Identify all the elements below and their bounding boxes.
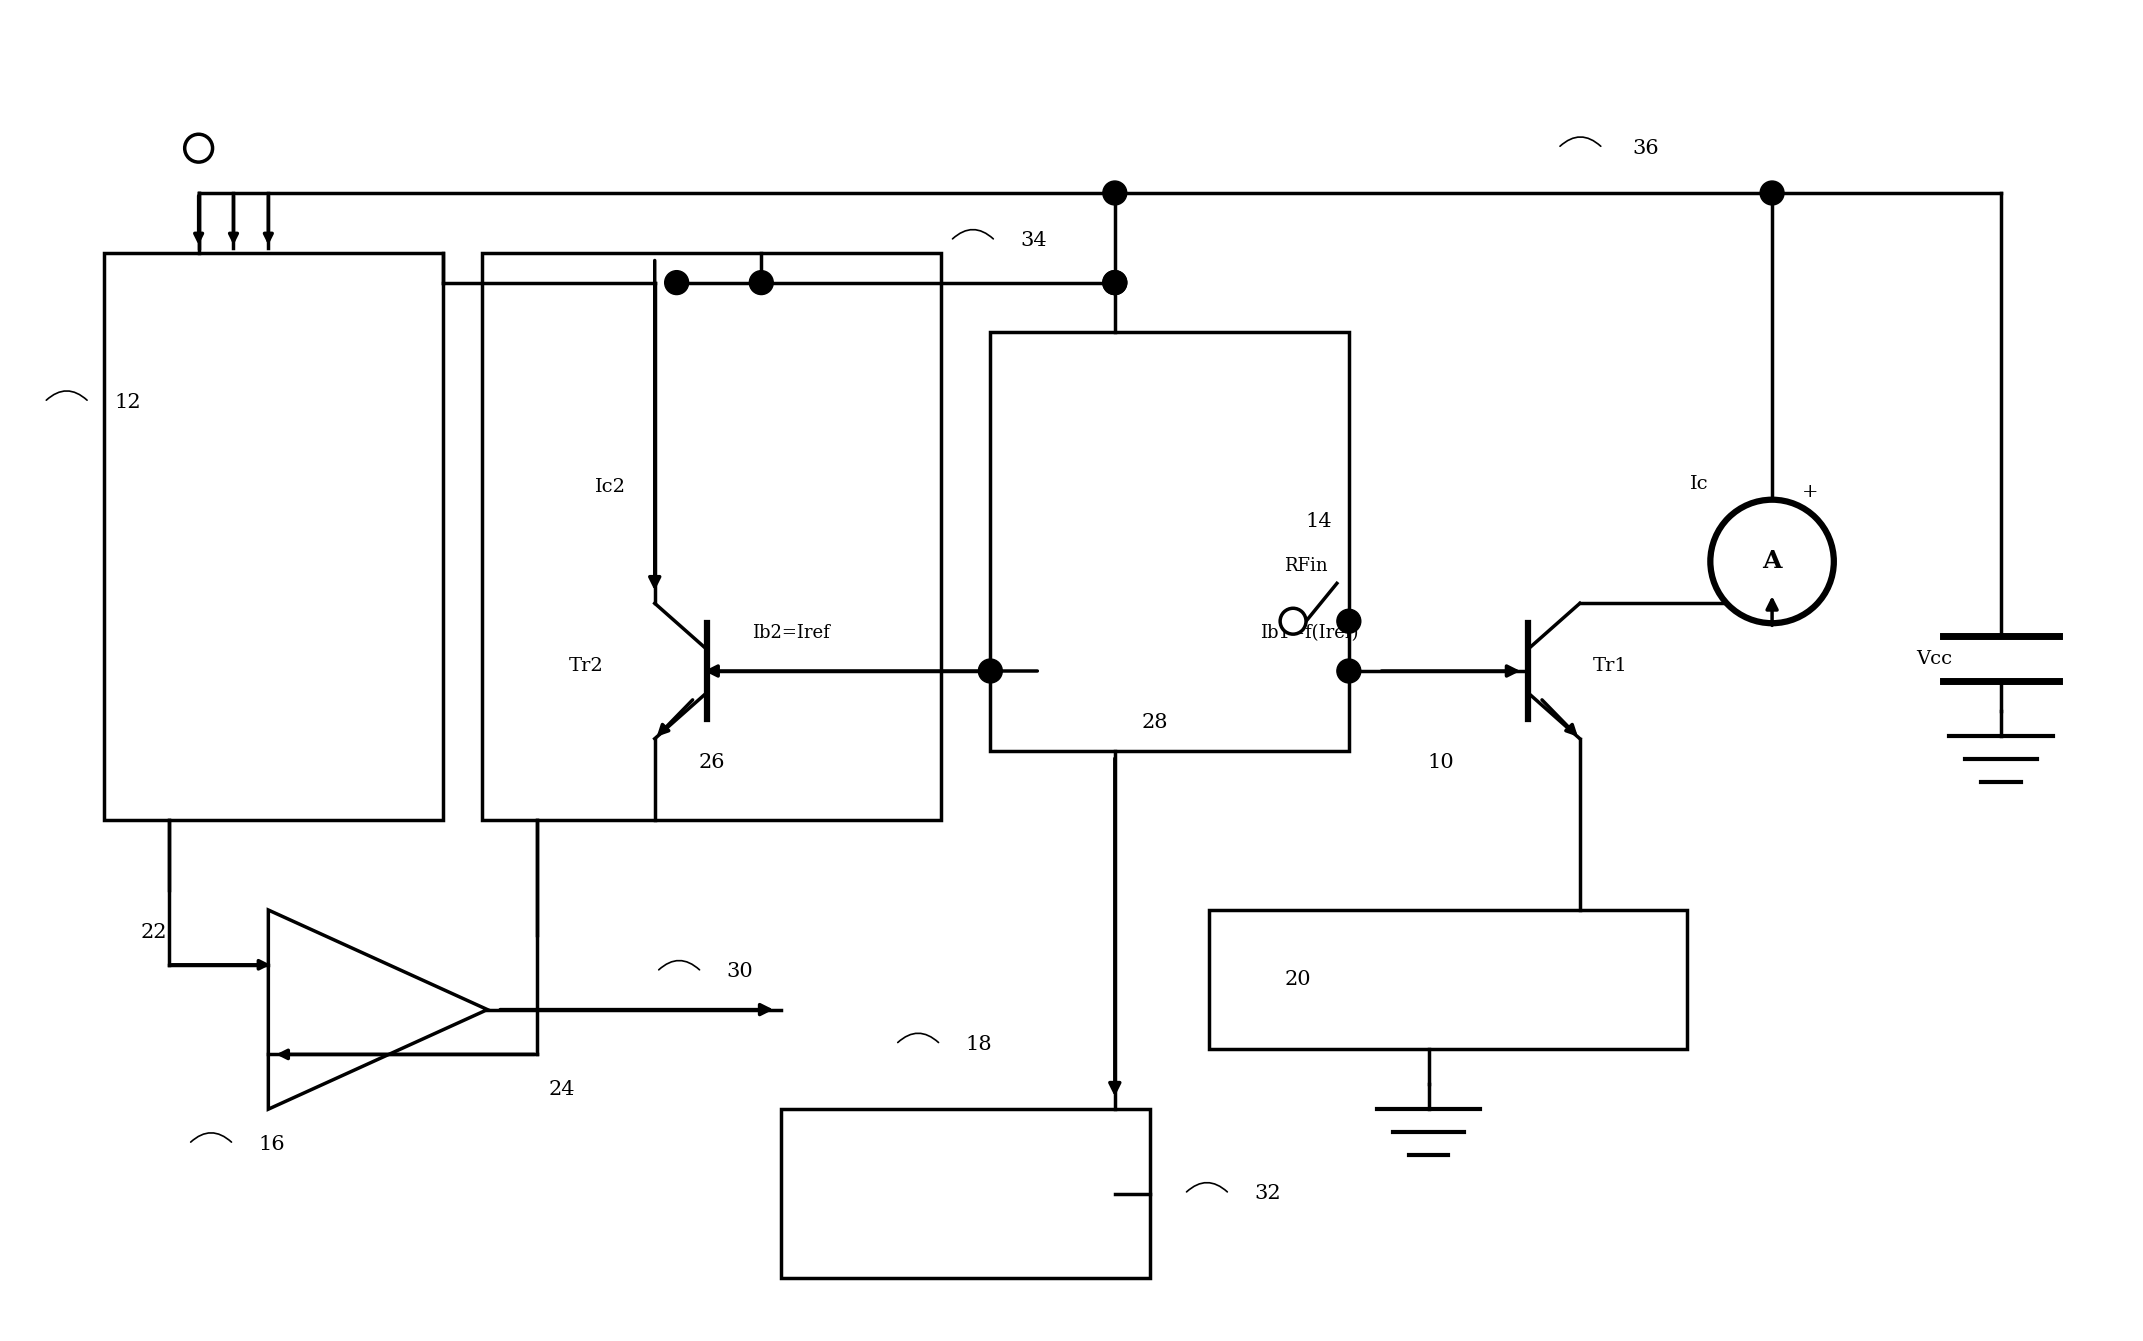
Circle shape — [1337, 658, 1361, 683]
Text: 28: 28 — [1142, 713, 1168, 732]
Circle shape — [1337, 609, 1361, 633]
Text: 14: 14 — [1305, 512, 1333, 531]
Bar — [782, 1109, 1149, 1278]
Text: 24: 24 — [549, 1080, 574, 1098]
Text: 34: 34 — [1020, 231, 1046, 251]
Bar — [990, 333, 1348, 751]
Circle shape — [1710, 500, 1834, 624]
Text: Ib2=Iref: Ib2=Iref — [752, 624, 829, 642]
Circle shape — [664, 271, 688, 295]
Circle shape — [979, 658, 1003, 683]
Text: Ib1=f(Iref): Ib1=f(Iref) — [1260, 624, 1359, 642]
Text: 22: 22 — [141, 924, 167, 943]
Text: 32: 32 — [1254, 1184, 1282, 1203]
Text: 26: 26 — [699, 754, 724, 772]
Text: +: + — [1802, 483, 1817, 500]
Text: Tr2: Tr2 — [570, 657, 604, 675]
Bar — [482, 252, 941, 821]
Text: Ic2: Ic2 — [596, 477, 626, 496]
Circle shape — [750, 271, 774, 295]
Text: 36: 36 — [1633, 138, 1659, 158]
Text: Vcc: Vcc — [1916, 649, 1952, 668]
Text: RFin: RFin — [1284, 558, 1329, 575]
Text: 10: 10 — [1427, 754, 1453, 772]
Text: 30: 30 — [726, 963, 752, 982]
Text: A: A — [1762, 550, 1781, 574]
Circle shape — [184, 134, 212, 162]
Circle shape — [1104, 181, 1127, 205]
Text: 18: 18 — [966, 1035, 992, 1054]
Circle shape — [1759, 181, 1783, 205]
Text: 16: 16 — [259, 1134, 285, 1153]
Polygon shape — [268, 911, 486, 1109]
Bar — [105, 252, 444, 821]
Circle shape — [1104, 271, 1127, 295]
Circle shape — [1279, 609, 1305, 634]
Text: Ic: Ic — [1691, 475, 1710, 492]
Circle shape — [1104, 271, 1127, 295]
Text: 12: 12 — [114, 393, 141, 412]
Bar — [1209, 911, 1687, 1050]
Text: Tr1: Tr1 — [1592, 657, 1627, 675]
Text: 20: 20 — [1284, 971, 1312, 990]
